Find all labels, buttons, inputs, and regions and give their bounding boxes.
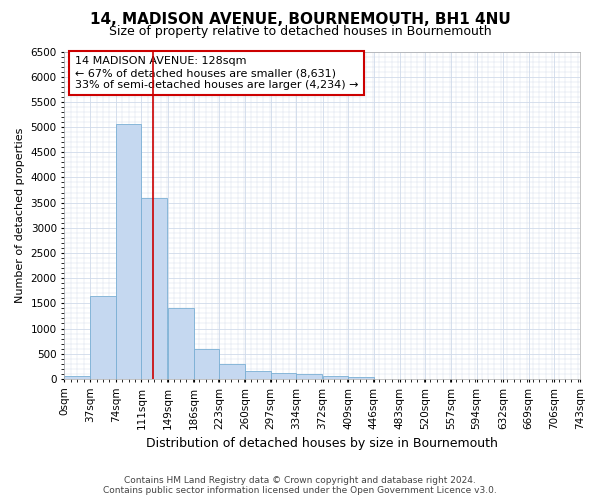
- X-axis label: Distribution of detached houses by size in Bournemouth: Distribution of detached houses by size …: [146, 437, 498, 450]
- Bar: [194, 348, 219, 379]
- Bar: [271, 373, 296, 379]
- Y-axis label: Number of detached properties: Number of detached properties: [15, 128, 25, 303]
- Text: 14, MADISON AVENUE, BOURNEMOUTH, BH1 4NU: 14, MADISON AVENUE, BOURNEMOUTH, BH1 4NU: [89, 12, 511, 28]
- Bar: [245, 372, 271, 379]
- Text: Contains public sector information licensed under the Open Government Licence v3: Contains public sector information licen…: [103, 486, 497, 495]
- Bar: [323, 376, 348, 379]
- Bar: [64, 376, 90, 379]
- Bar: [168, 308, 194, 379]
- Bar: [116, 124, 142, 379]
- Bar: [219, 364, 245, 379]
- Bar: [142, 198, 167, 379]
- Bar: [296, 374, 322, 379]
- Text: 14 MADISON AVENUE: 128sqm
← 67% of detached houses are smaller (8,631)
33% of se: 14 MADISON AVENUE: 128sqm ← 67% of detac…: [75, 56, 358, 90]
- Bar: [90, 296, 116, 379]
- Bar: [348, 378, 374, 379]
- Text: Size of property relative to detached houses in Bournemouth: Size of property relative to detached ho…: [109, 25, 491, 38]
- Text: Contains HM Land Registry data © Crown copyright and database right 2024.: Contains HM Land Registry data © Crown c…: [124, 476, 476, 485]
